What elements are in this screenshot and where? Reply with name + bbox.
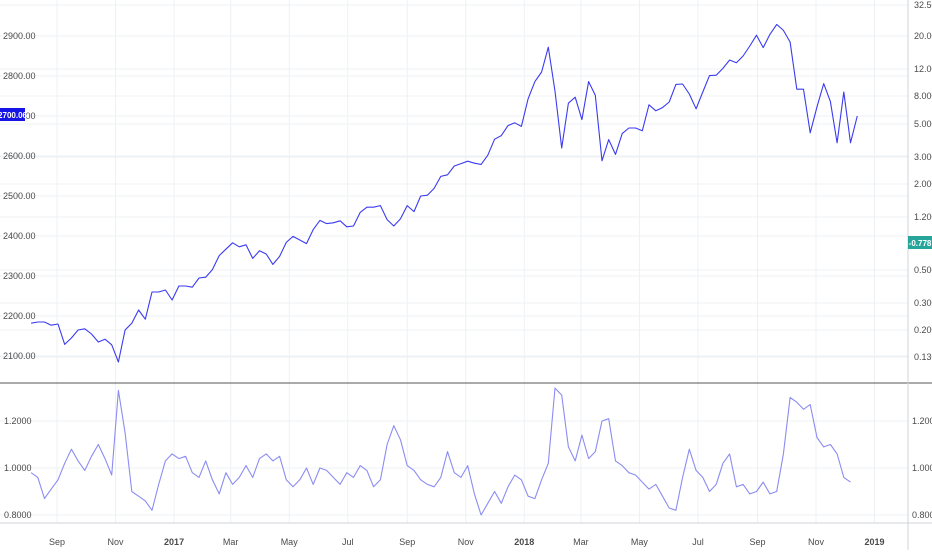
right-tick-label: 1.200 bbox=[914, 212, 932, 222]
oscillator-series-group bbox=[30, 387, 851, 516]
right-axis-ticks[interactable]: 0.130 0.200 0.300 0.500 1.200 2.000 3.000 5.000… bbox=[914, 0, 932, 362]
time-tick-label: 2019 bbox=[865, 537, 885, 547]
oscillator-right-tick-label: 0.8000 bbox=[912, 510, 932, 520]
right-tick-label: 20.000 bbox=[914, 31, 932, 41]
last-value-label: 2700.06 bbox=[0, 111, 28, 120]
left-tick-label: 2400.00 bbox=[3, 231, 36, 241]
right-tick-label: 0.130 bbox=[914, 352, 932, 362]
left-tick-label: 2900.00 bbox=[3, 31, 36, 41]
right-tick-label: 2.000 bbox=[914, 179, 932, 189]
time-tick-label: Sep bbox=[749, 537, 765, 547]
left-tick-label: 2500.00 bbox=[3, 191, 36, 201]
right-tick-label: 32.500 bbox=[914, 0, 932, 10]
time-tick-label: Jul bbox=[342, 537, 354, 547]
time-tick-label: Mar bbox=[223, 537, 239, 547]
time-tick-label: Nov bbox=[458, 537, 475, 547]
time-tick-label: Jul bbox=[692, 537, 704, 547]
time-axis-ticks[interactable]: Sep Nov 2017 Mar May Jul Sep Nov 2018 Mar May Jul Se… bbox=[49, 537, 885, 547]
time-tick-label: Mar bbox=[573, 537, 589, 547]
time-tick-label: Sep bbox=[399, 537, 415, 547]
oscillator-left-tick-label: 1.2000 bbox=[4, 416, 32, 426]
oscillator-grid bbox=[0, 383, 908, 523]
main-grid bbox=[0, 0, 908, 383]
right-tick-label: 5.000 bbox=[914, 119, 932, 129]
time-tick-label: Nov bbox=[808, 537, 825, 547]
oscillator-left-tick-label: 1.0000 bbox=[4, 463, 32, 473]
price-series-line bbox=[31, 23, 858, 363]
time-tick-label: May bbox=[281, 537, 299, 547]
right-tick-label: 0.200 bbox=[914, 325, 932, 335]
oscillator-left-tick-label: 0.8000 bbox=[4, 510, 32, 520]
left-tick-label: 2300.00 bbox=[3, 271, 36, 281]
oscillator-left-ticks[interactable]: 0.8000 1.0000 1.2000 bbox=[4, 416, 32, 520]
right-value-badge: -0.778 bbox=[908, 236, 932, 249]
left-tick-label: 2800.00 bbox=[3, 71, 36, 81]
left-tick-label: 2600.00 bbox=[3, 151, 36, 161]
last-value-badge: 2700.06 bbox=[0, 108, 28, 121]
right-tick-label: 8.000 bbox=[914, 91, 932, 101]
time-tick-label: 2018 bbox=[514, 537, 534, 547]
time-tick-label: May bbox=[631, 537, 649, 547]
left-tick-label: 2200.00 bbox=[3, 311, 36, 321]
time-tick-label: Nov bbox=[108, 537, 125, 547]
oscillator-right-tick-label: 1.2000 bbox=[912, 416, 932, 426]
right-value-label: -0.778 bbox=[909, 239, 932, 248]
main-series-group bbox=[31, 23, 858, 363]
oscillator-right-tick-label: 1.0000 bbox=[912, 463, 932, 473]
time-tick-label: Sep bbox=[49, 537, 65, 547]
time-tick-label: 2017 bbox=[164, 537, 184, 547]
right-tick-label: 3.000 bbox=[914, 152, 932, 162]
right-tick-label: 12.000 bbox=[914, 64, 932, 74]
right-tick-label: 0.500 bbox=[914, 265, 932, 275]
left-tick-label: 2100.00 bbox=[3, 351, 36, 361]
left-axis-ticks[interactable]: 2100.00 2200.00 2300.00 2400.00 2500.00 2600.… bbox=[3, 31, 36, 361]
oscillator-right-ticks[interactable]: 0.8000 1.0000 1.2000 bbox=[912, 416, 932, 520]
oscillator-series-line bbox=[30, 387, 851, 516]
right-tick-label: 0.300 bbox=[914, 298, 932, 308]
